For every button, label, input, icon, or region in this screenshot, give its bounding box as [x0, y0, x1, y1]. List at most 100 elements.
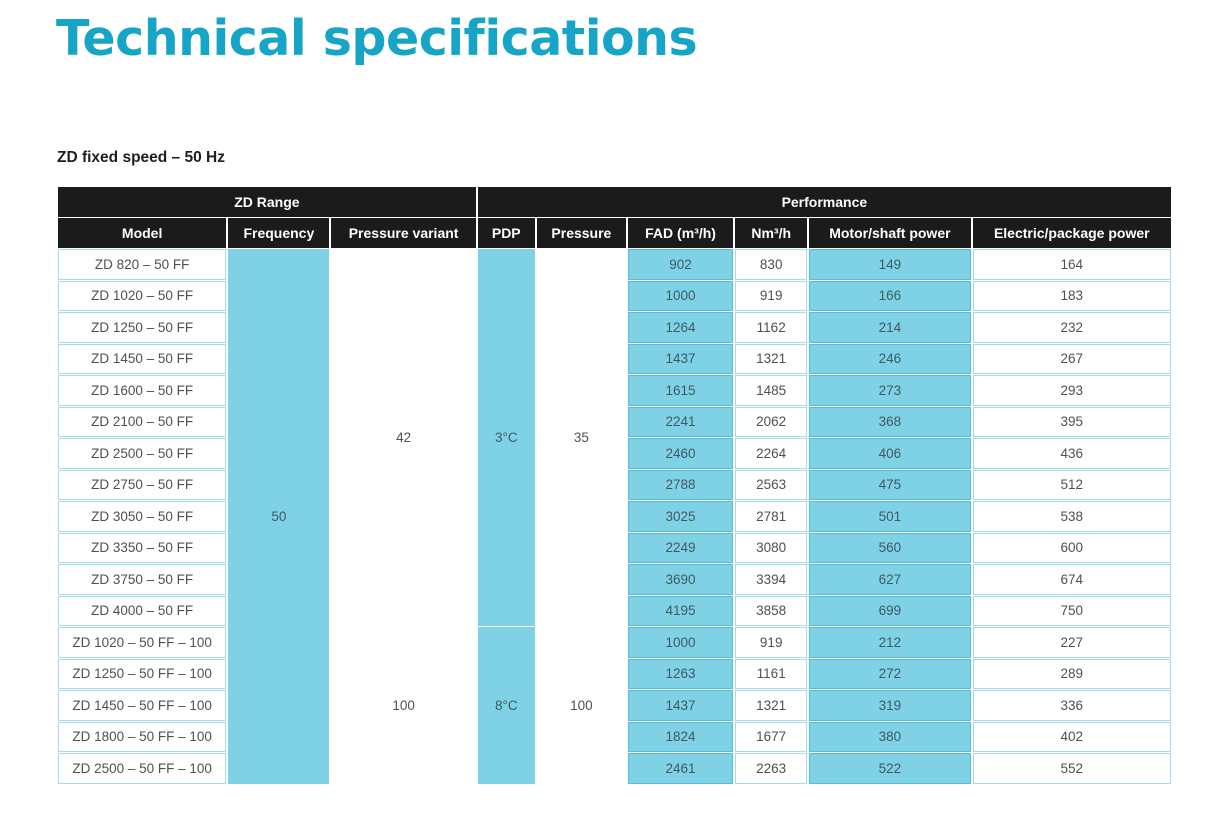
cell-model: ZD 2500 – 50 FF [58, 438, 227, 469]
cell-nm3h: 919 [735, 280, 808, 311]
cell-model: ZD 1450 – 50 FF [58, 343, 227, 374]
cell-model: ZD 3350 – 50 FF [58, 532, 227, 563]
cell-electric-power: 552 [972, 753, 1171, 784]
group-performance: Performance [477, 187, 1171, 217]
cell-model: ZD 820 – 50 FF [58, 249, 227, 280]
cell-fad: 1000 [627, 627, 734, 658]
cell-model: ZD 4000 – 50 FF [58, 595, 227, 626]
cell-motor-power: 560 [809, 532, 971, 563]
cell-fad: 3025 [627, 501, 734, 532]
cell-model: ZD 1450 – 50 FF – 100 [58, 690, 227, 721]
cell-pressure-variant: 100 [331, 627, 476, 784]
cell-motor-power: 272 [809, 658, 971, 689]
cell-nm3h: 2263 [735, 753, 808, 784]
cell-fad: 1000 [627, 280, 734, 311]
cell-fad: 2241 [627, 406, 734, 437]
group-header-row: ZD Range Performance [58, 187, 1171, 217]
col-header-nm3h: Nm³/h [735, 218, 808, 248]
cell-model: ZD 1020 – 50 FF [58, 280, 227, 311]
cell-model: ZD 1800 – 50 FF – 100 [58, 721, 227, 752]
cell-nm3h: 1677 [735, 721, 808, 752]
table-row: ZD 1450 – 50 FF – 100 1437 1321 319 336 [58, 690, 1171, 721]
col-header-fad: FAD (m³/h) [627, 218, 734, 248]
table-row: ZD 3750 – 50 FF 3690 3394 627 674 [58, 564, 1171, 595]
cell-nm3h: 2264 [735, 438, 808, 469]
cell-fad: 1615 [627, 375, 734, 406]
cell-motor-power: 214 [809, 312, 971, 343]
cell-model: ZD 2500 – 50 FF – 100 [58, 753, 227, 784]
table-row: ZD 820 – 50 FF 50 42 3°C 35 902 830 149 … [58, 249, 1171, 784]
cell-motor-power: 501 [809, 501, 971, 532]
table-row: ZD 3050 – 50 FF 3025 2781 501 538 [58, 501, 1171, 532]
col-header-pdp: PDP [477, 218, 535, 248]
cell-fad: 2461 [627, 753, 734, 784]
cell-pdp: 8°C [477, 627, 535, 784]
cell-fad: 1263 [627, 658, 734, 689]
cell-electric-power: 227 [972, 627, 1171, 658]
table-subtitle: ZD fixed speed – 50 Hz [57, 149, 225, 166]
column-header-row: Model Frequency Pressure variant PDP Pre… [58, 218, 1171, 248]
cell-motor-power: 166 [809, 280, 971, 311]
cell-nm3h: 919 [735, 627, 808, 658]
cell-nm3h: 1485 [735, 375, 808, 406]
cell-fad: 2788 [627, 469, 734, 500]
col-header-pressure-variant: Pressure variant [331, 218, 476, 248]
table-row: ZD 2100 – 50 FF 2241 2062 368 395 [58, 406, 1171, 437]
cell-model: ZD 2750 – 50 FF [58, 469, 227, 500]
cell-motor-power: 212 [809, 627, 971, 658]
cell-nm3h: 2781 [735, 501, 808, 532]
cell-model: ZD 1250 – 50 FF – 100 [58, 658, 227, 689]
cell-fad: 1437 [627, 343, 734, 374]
cell-nm3h: 3394 [735, 564, 808, 595]
cell-motor-power: 475 [809, 469, 971, 500]
cell-nm3h: 2062 [735, 406, 808, 437]
col-header-motor-power: Motor/shaft power [809, 218, 971, 248]
group-zd-range: ZD Range [58, 187, 476, 217]
col-header-electric-power: Electric/package power [972, 218, 1171, 248]
cell-electric-power: 164 [972, 249, 1171, 280]
cell-nm3h: 3858 [735, 595, 808, 626]
table-row: ZD 1800 – 50 FF – 100 1824 1677 380 402 [58, 721, 1171, 752]
cell-pdp: 3°C [477, 249, 535, 626]
table-row: ZD 1600 – 50 FF 1615 1485 273 293 [58, 375, 1171, 406]
cell-model: ZD 3050 – 50 FF [58, 501, 227, 532]
cell-motor-power: 699 [809, 595, 971, 626]
cell-motor-power: 522 [809, 753, 971, 784]
spec-table: ZD Range Performance Model Frequency Pre… [56, 186, 1173, 785]
cell-model: ZD 3750 – 50 FF [58, 564, 227, 595]
cell-nm3h: 1321 [735, 343, 808, 374]
cell-motor-power: 246 [809, 343, 971, 374]
table-row: ZD 1250 – 50 FF – 100 1263 1161 272 289 [58, 658, 1171, 689]
col-header-model: Model [58, 218, 227, 248]
cell-model: ZD 1020 – 50 FF – 100 [58, 627, 227, 658]
cell-motor-power: 368 [809, 406, 971, 437]
cell-nm3h: 1321 [735, 690, 808, 721]
cell-model: ZD 1600 – 50 FF [58, 375, 227, 406]
cell-fad: 902 [627, 249, 734, 280]
cell-model: ZD 2100 – 50 FF [58, 406, 227, 437]
cell-motor-power: 380 [809, 721, 971, 752]
table-row: ZD 2750 – 50 FF 2788 2563 475 512 [58, 469, 1171, 500]
cell-nm3h: 2563 [735, 469, 808, 500]
cell-frequency: 50 [228, 249, 330, 784]
cell-nm3h: 830 [735, 249, 808, 280]
cell-electric-power: 436 [972, 438, 1171, 469]
table-row: ZD 1250 – 50 FF 1264 1162 214 232 [58, 312, 1171, 343]
table-row: ZD 2500 – 50 FF – 100 2461 2263 522 552 [58, 753, 1171, 784]
table-row: ZD 3350 – 50 FF 2249 3080 560 600 [58, 532, 1171, 563]
table-row: ZD 2500 – 50 FF 2460 2264 406 436 [58, 438, 1171, 469]
col-header-frequency: Frequency [228, 218, 330, 248]
cell-electric-power: 183 [972, 280, 1171, 311]
cell-electric-power: 336 [972, 690, 1171, 721]
cell-electric-power: 395 [972, 406, 1171, 437]
page-title: Technical specifications [56, 10, 698, 67]
cell-fad: 1437 [627, 690, 734, 721]
cell-pressure: 35 [536, 249, 626, 626]
cell-electric-power: 750 [972, 595, 1171, 626]
table-row: ZD 1450 – 50 FF 1437 1321 246 267 [58, 343, 1171, 374]
cell-electric-power: 267 [972, 343, 1171, 374]
cell-nm3h: 3080 [735, 532, 808, 563]
cell-motor-power: 273 [809, 375, 971, 406]
cell-electric-power: 232 [972, 312, 1171, 343]
col-header-pressure: Pressure [536, 218, 626, 248]
